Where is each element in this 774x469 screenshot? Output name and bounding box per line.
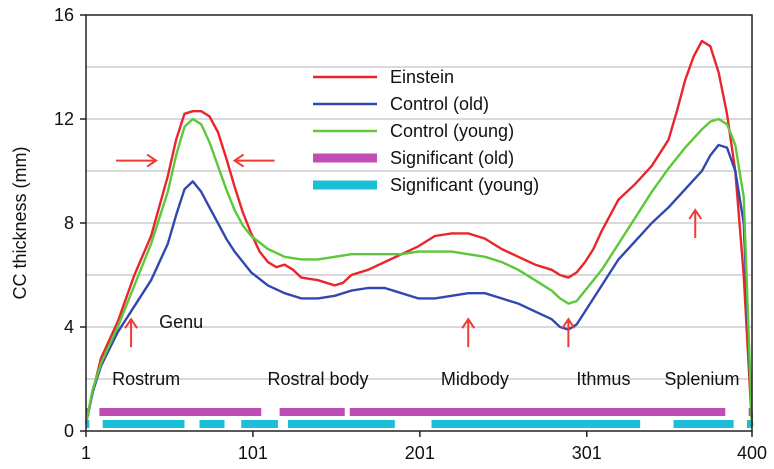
axis-ticks: 1 101 201 301 400 0 4 8 12 16 [54, 5, 767, 463]
y-tick-label-4: 16 [54, 5, 74, 25]
series-lines [84, 39, 754, 426]
y-tick-label-0: 0 [64, 421, 74, 441]
region-label-0: Genu [159, 312, 203, 332]
legend-label-4: Significant (young) [390, 175, 539, 195]
x-tick-label-2: 201 [405, 443, 435, 463]
arrow-left-1 [232, 153, 275, 168]
grid-lines [86, 66, 752, 380]
arrow-right-0 [116, 153, 158, 168]
legend-label-3: Significant (old) [390, 148, 514, 168]
y-tick-label-1: 4 [64, 317, 74, 337]
significance-segment-1-3 [241, 420, 278, 428]
significance-segment-1-7 [746, 420, 752, 428]
significance-bars [86, 408, 752, 428]
region-label-3: Midbody [441, 369, 509, 389]
y-tick-label-3: 12 [54, 109, 74, 129]
arrow-up-2 [124, 317, 138, 348]
arrow-up-3 [461, 317, 476, 348]
x-tick-label-1: 101 [238, 443, 268, 463]
legend-label-0: Einstein [390, 67, 454, 87]
significance-segment-1-0 [86, 420, 90, 428]
legend-label-2: Control (young) [390, 121, 514, 141]
region-labels: Genu Rostrum Rostral body Midbody Ithmus Sple… [112, 312, 739, 389]
significance-segment-0-3 [349, 408, 726, 416]
series-line-1 [84, 143, 754, 426]
significance-segment-1-4 [287, 420, 395, 428]
x-tick-label-3: 301 [572, 443, 602, 463]
significance-segment-1-2 [199, 420, 225, 428]
legend: Einstein Control (old) Control (young) Sign… [313, 67, 539, 195]
region-label-2: Rostral body [267, 369, 368, 389]
region-label-4: Ithmus [576, 369, 630, 389]
arrow-up-4 [561, 317, 576, 348]
y-tick-label-2: 8 [64, 213, 74, 233]
x-tick-label-0: 1 [81, 443, 91, 463]
y-axis-label: CC thickness (mm) [10, 146, 30, 299]
significance-segment-1-5 [431, 420, 641, 428]
region-label-5: Splenium [664, 369, 739, 389]
x-tick-label-4: 400 [737, 443, 767, 463]
legend-label-1: Control (old) [390, 94, 489, 114]
significance-segment-1-1 [102, 420, 185, 428]
annotation-arrows [116, 153, 703, 348]
series-line-2 [84, 117, 754, 426]
arrow-up-5 [688, 208, 703, 238]
significance-segment-1-6 [673, 420, 734, 428]
region-label-1: Rostrum [112, 369, 180, 389]
significance-segment-0-2 [279, 408, 345, 416]
significance-segment-0-1 [99, 408, 262, 416]
